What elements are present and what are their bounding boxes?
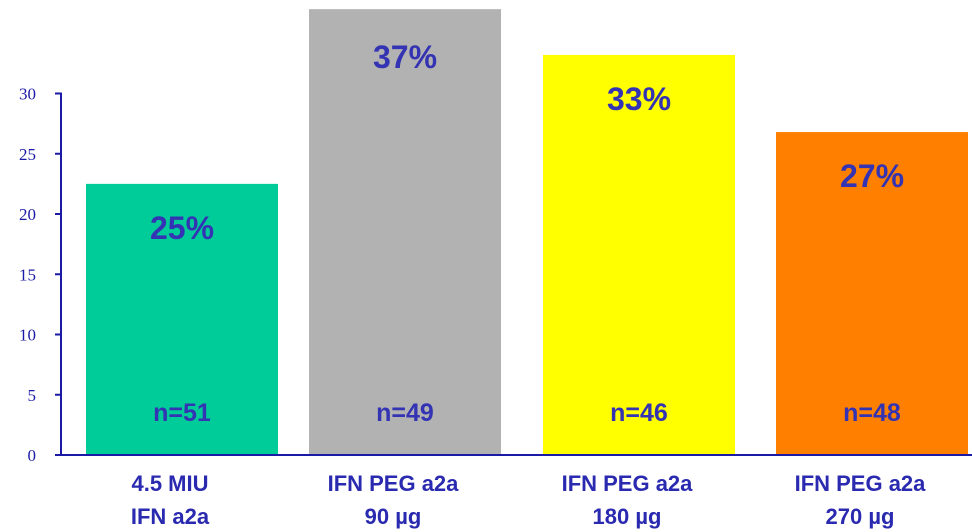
category-label: IFN a2a bbox=[131, 504, 210, 529]
category-label: 4.5 MIU bbox=[131, 471, 208, 496]
category-label: 180 µg bbox=[593, 504, 662, 529]
n-label: n=46 bbox=[610, 399, 668, 427]
percent-label: 37% bbox=[373, 39, 437, 75]
y-tick-label: 20 bbox=[19, 205, 36, 224]
bar-labels: 25% n=51 37% n=49 33% n=46 27% n=48 bbox=[150, 39, 904, 427]
bars bbox=[86, 9, 968, 456]
n-label: n=51 bbox=[153, 399, 211, 427]
n-label: n=49 bbox=[376, 399, 434, 427]
category-label: IFN PEG a2a bbox=[562, 471, 694, 496]
percent-label: 27% bbox=[840, 158, 904, 194]
bar-4 bbox=[776, 132, 968, 455]
y-axis: 0 5 10 15 20 25 30 bbox=[19, 85, 972, 465]
y-tick-label: 0 bbox=[28, 446, 37, 465]
x-axis-labels: 4.5 MIU IFN a2a IFN PEG a2a 90 µg IFN PEG a2… bbox=[131, 471, 926, 529]
category-label: 270 µg bbox=[826, 504, 895, 529]
y-tick-label: 10 bbox=[19, 326, 36, 345]
y-tick-label: 30 bbox=[19, 85, 36, 104]
y-tick-label: 15 bbox=[19, 265, 36, 284]
y-tick-label: 5 bbox=[28, 386, 37, 405]
percent-label: 25% bbox=[150, 210, 214, 246]
bar-1 bbox=[86, 183, 278, 455]
bar-2 bbox=[309, 9, 501, 456]
category-label: IFN PEG a2a bbox=[328, 471, 460, 496]
n-label: n=48 bbox=[843, 399, 901, 427]
y-tick-label: 25 bbox=[19, 145, 36, 164]
category-label: 90 µg bbox=[365, 504, 422, 529]
bar-3 bbox=[543, 54, 735, 455]
category-label: IFN PEG a2a bbox=[795, 471, 927, 496]
percent-label: 33% bbox=[607, 81, 671, 117]
